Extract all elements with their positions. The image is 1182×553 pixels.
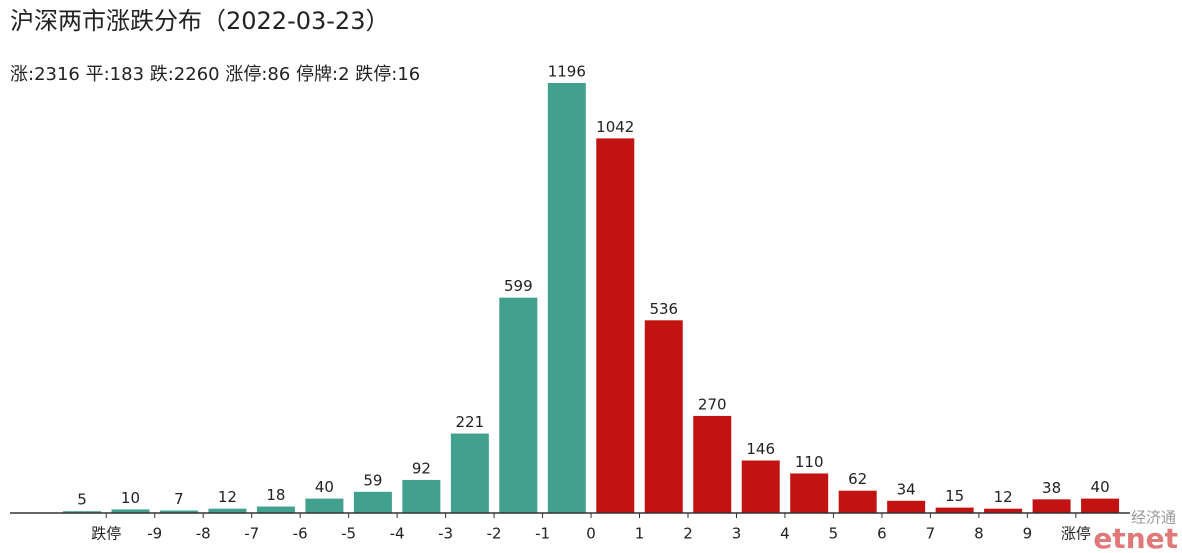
value-label: 146 [746,440,775,458]
x-tick-label: -7 [244,525,259,543]
value-label: 12 [994,488,1013,506]
bar [353,491,392,513]
bar [1032,499,1071,513]
value-label: 270 [698,395,727,413]
bar [208,508,247,513]
bar [790,473,829,513]
bar [402,479,441,513]
x-tick-label: -4 [390,525,405,543]
x-tick-label: 7 [926,525,936,543]
value-label: 599 [504,277,533,295]
value-label: 7 [174,490,184,508]
bar [159,510,198,513]
bar [547,83,586,514]
x-tick-label: -1 [535,525,550,543]
value-label: 40 [1091,478,1110,496]
value-label: 5 [77,491,87,509]
value-label: 110 [795,453,824,471]
bar [1081,498,1120,513]
value-label: 62 [848,470,867,488]
x-tick-label: 4 [780,525,790,543]
value-label: 59 [363,471,382,489]
x-tick-label: 6 [877,525,887,543]
value-label: 92 [412,459,431,477]
value-label: 18 [266,486,285,504]
x-tick-label: -9 [147,525,162,543]
value-label: 1196 [548,63,586,81]
watermark-cn: 经济通 [1131,509,1176,527]
x-tick-label: -3 [438,525,453,543]
bar [741,460,780,513]
bar [693,415,732,513]
bar [887,500,926,513]
value-label: 1042 [596,118,634,136]
x-tick-label: -6 [293,525,308,543]
bar [256,506,295,513]
x-tick-label: 涨停 [1061,525,1091,543]
bar [63,511,101,513]
bar [450,433,489,513]
x-tick-label: 0 [586,525,596,543]
bar [984,508,1023,513]
x-tick-label: 2 [683,525,693,543]
value-label: 221 [456,413,485,431]
watermark-en: etnet [1093,522,1178,553]
bar [644,320,683,513]
x-tick-label: 5 [829,525,839,543]
value-label: 536 [649,300,678,318]
x-tick-label: -8 [196,525,211,543]
x-tick-label: -5 [341,525,356,543]
value-label: 40 [315,478,334,496]
x-tick-label: 8 [974,525,984,543]
bar [111,509,150,513]
bar [838,490,877,513]
bar [499,297,538,513]
bar [596,138,635,513]
value-label: 15 [945,487,964,505]
x-tick-label: 9 [1023,525,1033,543]
value-label: 38 [1042,479,1061,497]
value-label: 10 [121,489,140,507]
chart-subtitle: 涨:2316 平:183 跌:2260 涨停:86 停牌:2 跌停:16 [10,64,420,85]
bar [305,498,344,513]
value-label: 34 [897,480,916,498]
x-tick-label: -2 [487,525,502,543]
x-tick-label: 1 [635,525,645,543]
bar [935,507,974,513]
x-tick-label: 跌停 [91,525,121,543]
x-tick-label: 3 [732,525,742,543]
value-label: 12 [218,488,237,506]
chart-title: 沪深两市涨跌分布（2022-03-23） [10,7,389,35]
